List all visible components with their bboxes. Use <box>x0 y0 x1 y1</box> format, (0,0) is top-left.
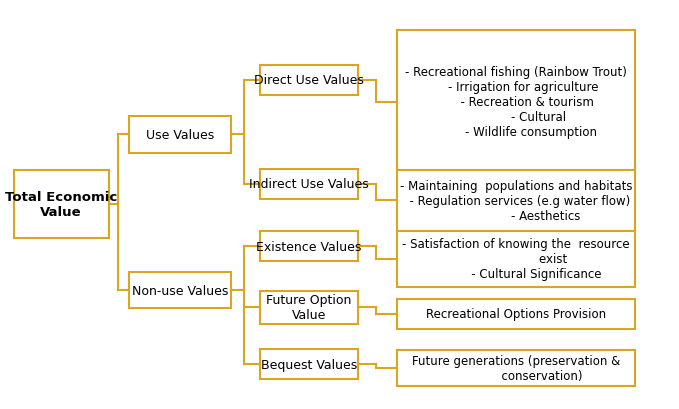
Text: - Satisfaction of knowing the  resource
                    exist
           - C: - Satisfaction of knowing the resource e… <box>402 238 630 281</box>
Bar <box>397 31 635 173</box>
Text: Total Economic
Value: Total Economic Value <box>5 191 117 218</box>
Bar <box>397 299 635 329</box>
Text: Future generations (preservation &
              conservation): Future generations (preservation & conse… <box>412 354 620 382</box>
Bar <box>129 272 231 308</box>
Text: - Recreational fishing (Rainbow Trout)
    - Irrigation for agriculture
      - : - Recreational fishing (Rainbow Trout) -… <box>405 66 627 139</box>
Bar <box>129 117 231 153</box>
Text: Future Option
Value: Future Option Value <box>266 294 352 321</box>
Text: Existence Values: Existence Values <box>256 240 362 253</box>
Text: - Maintaining  populations and habitats
  - Regulation services (e.g water flow): - Maintaining populations and habitats -… <box>400 180 632 222</box>
Bar <box>260 291 359 324</box>
Bar <box>260 349 359 380</box>
Bar <box>260 65 359 95</box>
Bar <box>14 171 109 238</box>
Text: Non-use Values: Non-use Values <box>132 284 228 297</box>
Text: Direct Use Values: Direct Use Values <box>254 74 364 87</box>
Bar <box>260 169 359 199</box>
Bar <box>397 171 635 231</box>
Bar <box>260 231 359 261</box>
Text: Recreational Options Provision: Recreational Options Provision <box>426 308 606 321</box>
Text: Bequest Values: Bequest Values <box>261 358 357 371</box>
Text: Use Values: Use Values <box>146 129 214 142</box>
Text: Indirect Use Values: Indirect Use Values <box>249 178 369 191</box>
Bar <box>397 350 635 387</box>
Bar <box>397 231 635 288</box>
